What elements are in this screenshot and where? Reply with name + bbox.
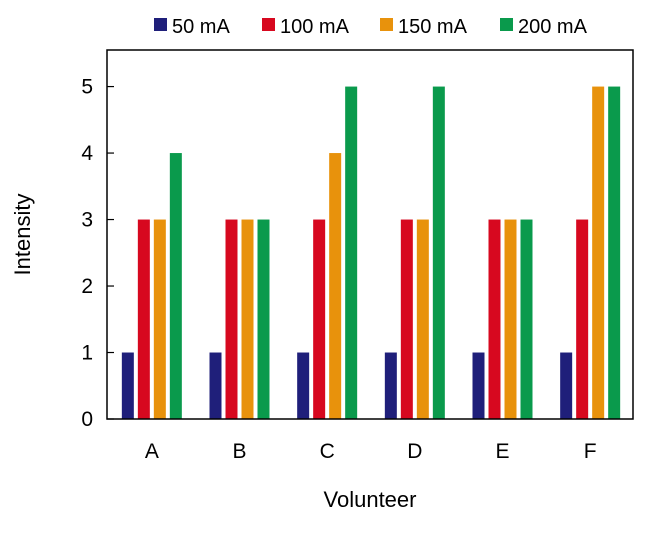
x-tick-label: C	[320, 440, 335, 463]
x-tick-label: D	[407, 440, 422, 463]
bar-a-200ma	[169, 153, 182, 419]
legend-swatch	[500, 18, 513, 31]
bar-f-200ma	[608, 86, 621, 419]
legend-swatch	[262, 18, 275, 31]
bar-b-150ma	[241, 219, 254, 419]
x-tick-label: B	[232, 440, 246, 463]
bar-d-50ma	[384, 352, 397, 419]
y-tick-label: 4	[81, 142, 93, 165]
bar-e-150ma	[504, 219, 517, 419]
y-tick-label: 0	[81, 408, 93, 431]
bar-f-100ma	[576, 219, 589, 419]
bar-d-150ma	[416, 219, 429, 419]
bar-c-150ma	[329, 153, 342, 419]
bar-a-150ma	[153, 219, 166, 419]
legend-swatch	[154, 18, 167, 31]
bar-c-50ma	[297, 352, 310, 419]
legend: 50 mA 100 mA 150 mA 200 mA	[154, 16, 588, 38]
legend-label: 50 mA	[172, 16, 230, 38]
y-tick-label: 2	[81, 275, 93, 298]
bar-c-200ma	[345, 86, 358, 419]
bar-b-100ma	[225, 219, 238, 419]
bar-d-100ma	[400, 219, 413, 419]
bar-d-200ma	[432, 86, 445, 419]
bar-e-50ma	[472, 352, 485, 419]
bar-f-50ma	[560, 352, 573, 419]
bar-e-100ma	[488, 219, 501, 419]
x-tick-label: A	[145, 440, 159, 463]
x-axis-ticks: A B C D E F	[145, 440, 597, 463]
y-axis-label: Intensity	[10, 194, 35, 276]
x-tick-label: E	[495, 440, 509, 463]
legend-label: 200 mA	[518, 16, 588, 38]
plot-area-frame	[106, 49, 634, 420]
x-tick-label: F	[584, 440, 597, 463]
bar-f-150ma	[592, 86, 605, 419]
bar-b-50ma	[209, 352, 222, 419]
y-tick-label: 1	[81, 342, 93, 365]
bar-a-100ma	[137, 219, 150, 419]
legend-swatch	[380, 18, 393, 31]
bar-e-200ma	[520, 219, 533, 419]
y-axis-ticks: 0 1 2 3 4 5	[81, 76, 114, 431]
bar-c-100ma	[313, 219, 326, 419]
x-axis-label: Volunteer	[324, 487, 417, 512]
legend-label: 100 mA	[280, 16, 350, 38]
bars	[121, 86, 621, 419]
y-tick-label: 5	[81, 76, 93, 99]
y-tick-label: 3	[81, 209, 93, 232]
bar-a-50ma	[121, 352, 134, 419]
legend-label: 150 mA	[398, 16, 468, 38]
bar-b-200ma	[257, 219, 270, 419]
